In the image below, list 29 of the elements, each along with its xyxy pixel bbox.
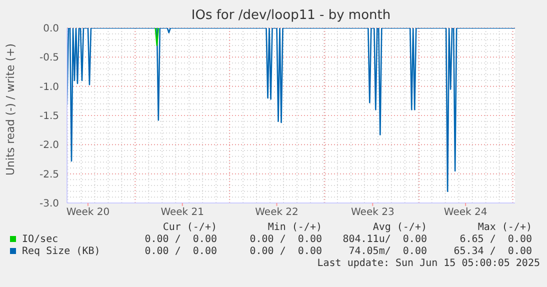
text: Min (-/+) (266, 222, 322, 233)
text: Last update: Sun Jun 15 05:00:05 2025 (316, 258, 540, 269)
text: Cur (-/+) (162, 222, 217, 233)
legend-label: IO/sec (21, 234, 60, 245)
text: 804.11u/ 0.00 (342, 234, 427, 245)
y-tick-label: -1.0 (39, 82, 59, 93)
x-tick-label: Week 21 (160, 207, 204, 218)
text: 65.34 / 0.00 (452, 246, 532, 257)
text: 0.00 / 0.00 (248, 246, 322, 257)
text: 6.65 / 0.00 (458, 234, 532, 245)
text: Avg (-/+) (372, 222, 427, 233)
x-tick-label: Week 22 (255, 207, 298, 218)
x-tick-label: Week 23 (351, 207, 394, 218)
text: 0.00 / 0.00 (144, 246, 217, 257)
text: 74.05m/ 0.00 (348, 246, 427, 257)
y-tick-label: -0.5 (39, 52, 59, 64)
y-tick-label: -3.0 (39, 198, 59, 210)
x-tick-label: Week 24 (444, 207, 488, 218)
x-tick-label: Week 20 (66, 207, 110, 218)
text: 0.00 / 0.00 (248, 234, 322, 245)
y-tick-label: -2.5 (39, 169, 59, 180)
chart-title: IOs for /dev/loop11 - by month (191, 8, 391, 23)
y-axis-title: Units read (-) / write (+) (4, 43, 17, 176)
text: 0.00 / 0.00 (144, 234, 217, 245)
text: Max (-/+) (476, 222, 532, 233)
y-tick-label: -2.0 (39, 140, 59, 152)
y-tick-label: -1.5 (39, 111, 59, 122)
y-tick-label: 0.0 (43, 24, 59, 35)
legend-label: Req Size (KB) (21, 246, 102, 257)
